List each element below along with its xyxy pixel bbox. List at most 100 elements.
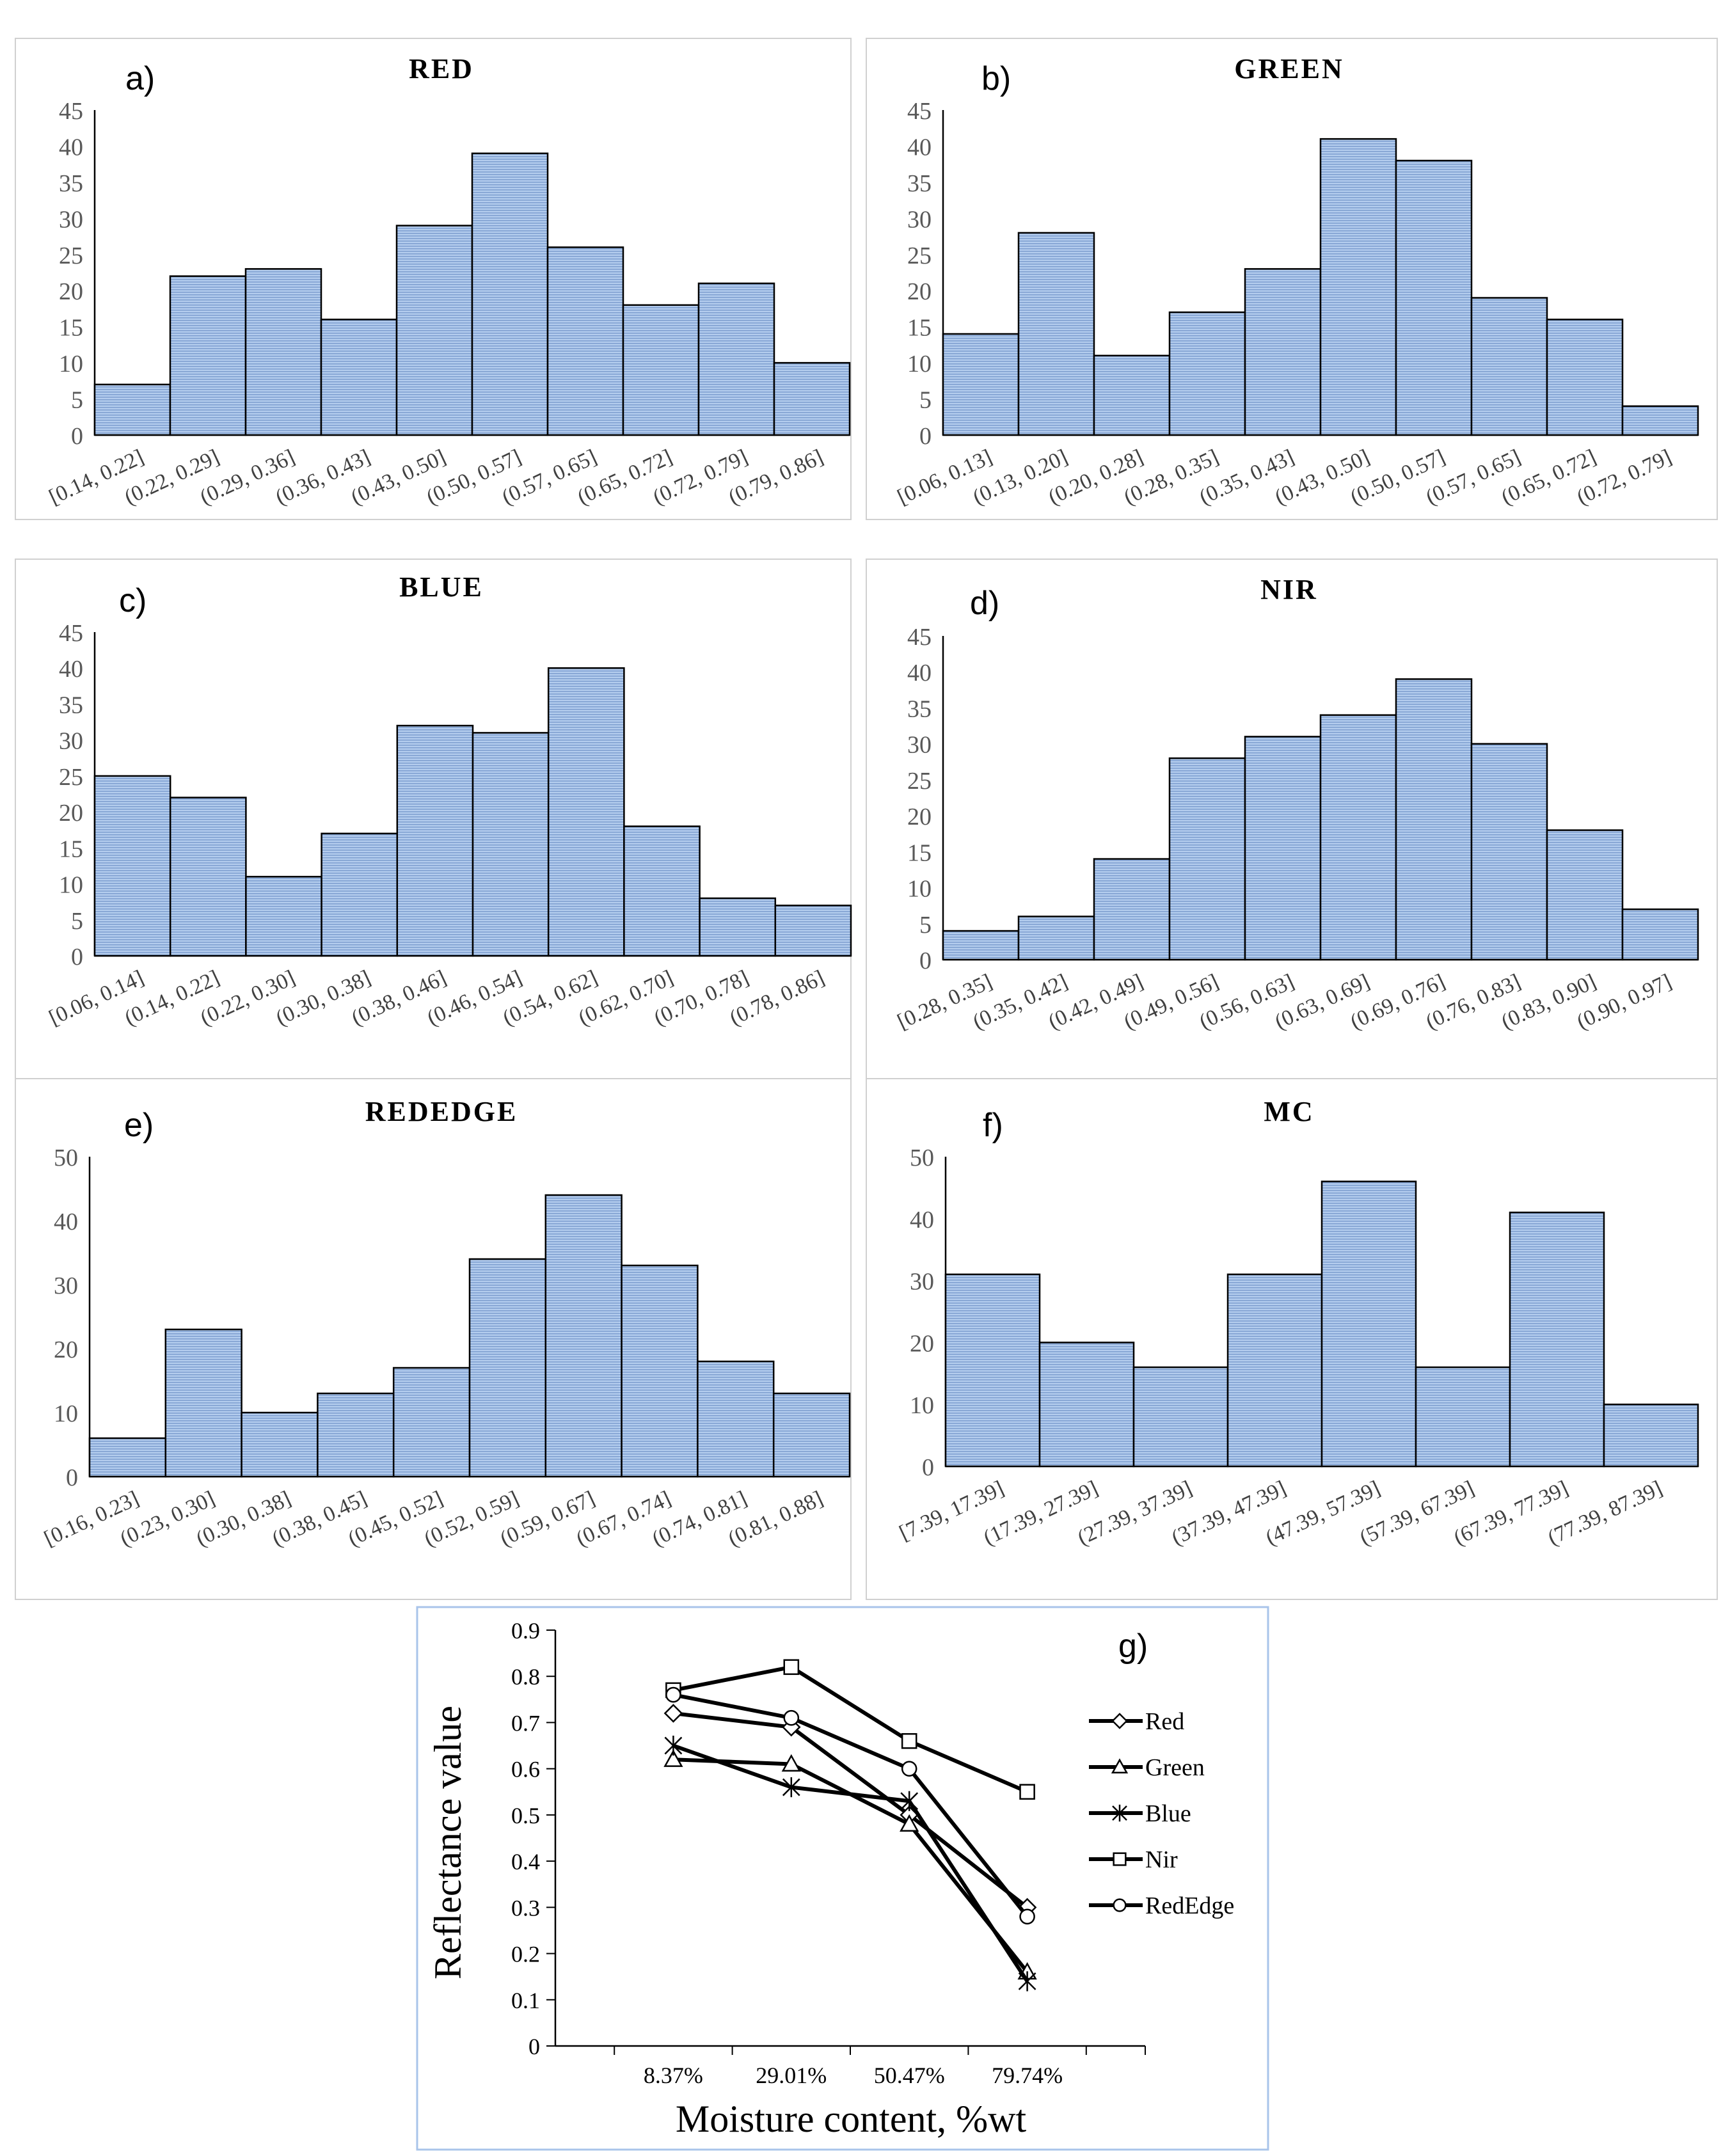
histogram-bar [623,825,701,957]
histogram-bar [1319,714,1397,961]
y-tick-label: 40 [59,134,83,161]
histogram-bar [697,282,775,436]
histogram-bar [88,1437,167,1478]
histogram-bar [93,383,171,436]
histogram-bar [1168,311,1246,436]
data-point-marker [1019,1908,1035,1925]
histogram-bar [1470,297,1548,436]
legend-label: RedEdge [1145,1892,1234,1919]
panel-label: e) [124,1107,154,1144]
y-tick-label: 0.6 [511,1757,540,1782]
y-tick-label: 25 [59,764,83,791]
series-line [672,1743,1029,1983]
histogram-bar [699,897,777,957]
histogram-bar [396,724,474,957]
y-tick-label: 0 [919,423,932,450]
x-tick-label: 50.47% [874,2063,945,2088]
legend-entry: RedEdge [1089,1892,1234,1919]
histogram-bar [1226,1273,1323,1468]
legend-entry: Blue [1089,1800,1191,1827]
histogram-bar [1395,678,1473,961]
histogram-bar [1509,1211,1605,1468]
y-tick-label: 20 [907,278,932,305]
data-point-marker [900,1814,919,1832]
y-tick-label: 10 [907,351,932,377]
histogram-bar [942,930,1020,961]
legend-label: Nir [1145,1846,1178,1873]
histogram-bar [169,275,247,436]
legend-marker [1113,1852,1127,1866]
y-tick-label: 20 [907,804,932,830]
histogram-bar [472,732,550,957]
legend-entry: Green [1089,1754,1205,1781]
y-tick-label: 45 [59,620,83,647]
y-tick-label: 10 [59,351,83,377]
histogram-bar [773,361,851,436]
histogram-bar [1038,1342,1135,1468]
panel-label: g) [1118,1628,1148,1665]
histogram-bar [546,246,624,436]
y-tick-label: 25 [907,768,932,795]
y-tick-label: 30 [59,206,83,233]
y-tick-label: 30 [910,1269,934,1296]
histogram-bar [1093,858,1171,961]
chart-title: GREEN [1234,53,1344,84]
series-line [673,1711,1029,1909]
y-tick-label: 0 [528,2034,540,2059]
series-blue [664,1735,1036,1992]
y-tick-label: 35 [59,170,83,197]
y-tick-label: 50 [910,1145,934,1171]
histogram-bar [547,667,625,957]
series-red [663,1704,1037,1917]
histogram-bar [1319,138,1397,436]
y-tick-label: 10 [910,1392,934,1419]
y-tick-label: 0 [922,1454,934,1481]
legend-entry: Nir [1089,1846,1178,1873]
data-point-marker [1019,1784,1035,1800]
y-tick-label: 0.8 [511,1664,540,1690]
series-line [672,1693,1029,1918]
x-tick-label: 8.37% [644,2063,703,2088]
histogram-bar [468,1258,547,1478]
series-nir [665,1659,1035,1800]
y-tick-label: 30 [54,1272,78,1299]
y-tick-label: 0 [71,423,83,450]
histogram-bar [1132,1366,1229,1468]
histogram-bar [1470,743,1548,961]
legend-label: Green [1145,1754,1205,1781]
chart-title: MC [1264,1096,1314,1127]
y-tick-label: 25 [907,242,932,269]
panel-label: c) [119,582,147,619]
y-tick-label: 30 [907,732,932,759]
histogram-bar [317,1392,395,1478]
panel-frame [15,1078,852,1600]
y-tick-label: 5 [71,908,83,935]
y-tick-label: 40 [910,1207,934,1233]
y-tick-label: 15 [907,839,932,866]
line-chart-panel-g: 0 0.1 0.2 0.3 0.4 0.5 0.6 0.7 0.8 0.9 8.37% 29.01% 5… [416,1606,1269,2151]
histogram-bar [471,152,549,436]
y-tick-label: 40 [59,656,83,683]
legend-label: Red [1145,1708,1184,1735]
y-tick-label: 40 [907,660,932,686]
histogram-bar [1168,757,1246,961]
histogram-bar [1017,916,1095,961]
histogram-bar [392,1367,471,1478]
y-tick-label: 10 [54,1400,78,1427]
histogram-bar [1546,829,1624,961]
histogram-bar [944,1273,1041,1468]
histogram-bar [1321,1180,1417,1468]
legend-label: Blue [1145,1800,1191,1827]
panel-frame [866,1078,1718,1600]
x-axis-title: Moisture content, %wt [676,2098,1027,2140]
data-point-marker [1018,1971,1036,1992]
y-tick-label: 0 [71,944,83,971]
data-point-marker [782,1777,800,1798]
data-point-marker [665,1686,681,1703]
data-point-marker [663,1704,683,1723]
y-tick-label: 45 [907,624,932,651]
